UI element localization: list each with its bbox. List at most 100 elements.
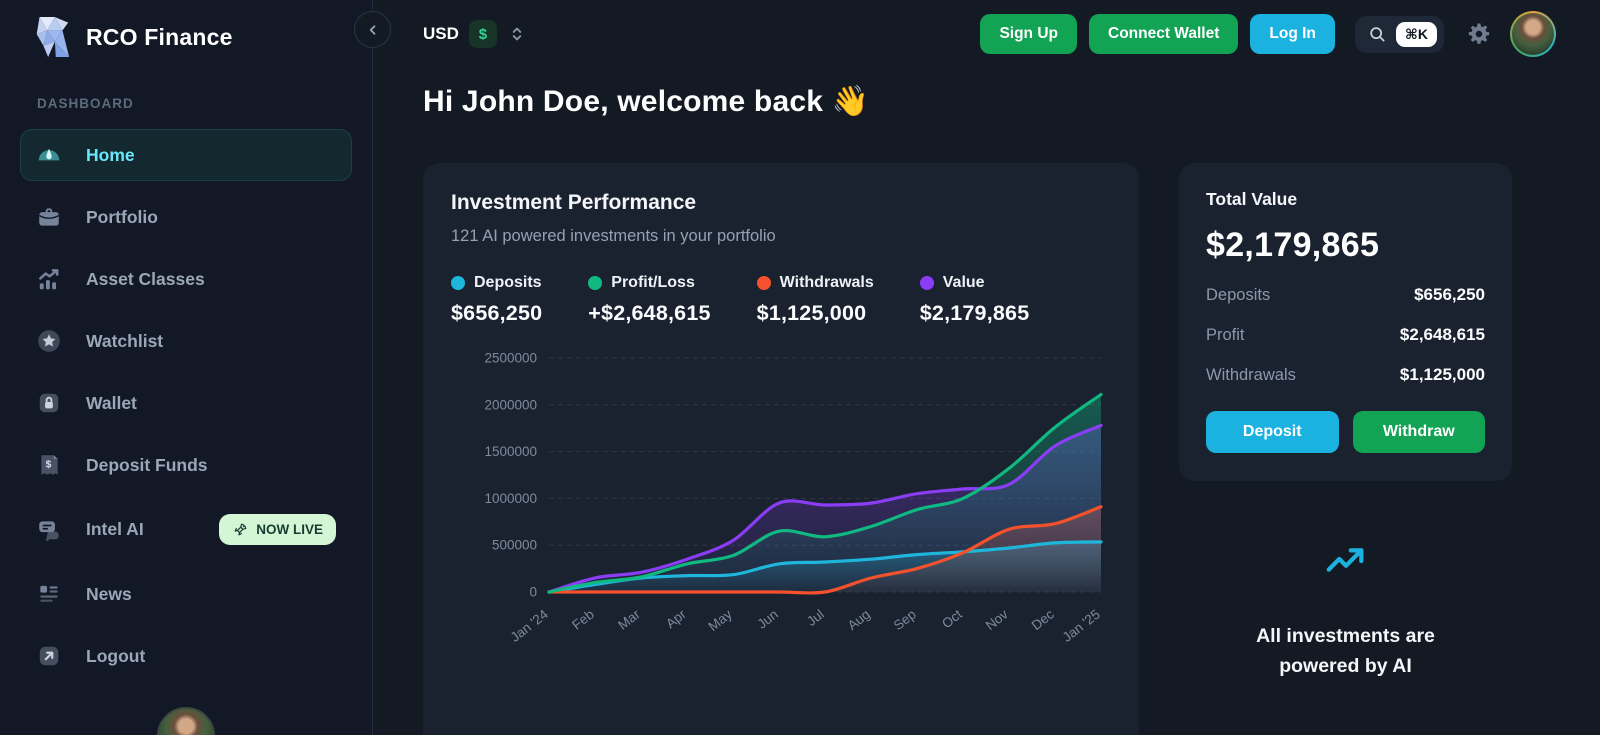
currency-selector[interactable]: USD $ bbox=[423, 20, 527, 48]
sidebar-item-label: Portfolio bbox=[86, 206, 158, 227]
legend-value: +$2,648,615 bbox=[588, 301, 711, 325]
legend-item-profit-loss: Profit/Loss +$2,648,615 bbox=[588, 274, 710, 326]
svg-text:2500000: 2500000 bbox=[484, 351, 537, 366]
svg-text:Jul: Jul bbox=[804, 607, 827, 629]
log-in-button[interactable]: Log In bbox=[1250, 14, 1335, 54]
logo[interactable]: RCO Finance bbox=[0, 0, 372, 60]
sidebar-item-logout[interactable]: Logout bbox=[20, 630, 352, 682]
sidebar-item-label: Intel AI bbox=[86, 519, 144, 539]
sidebar-item-news[interactable]: News bbox=[20, 568, 352, 620]
topbar: USD $ Sign Up Connect Wallet Log In ⌘K bbox=[373, 0, 1600, 58]
topbar-actions: Sign Up Connect Wallet Log In ⌘K bbox=[980, 11, 1556, 57]
summary-row-value: $2,648,615 bbox=[1399, 325, 1485, 344]
performance-chart[interactable]: 0 500000 1000000 1500000 2000000 2500000 Jan '… bbox=[451, 342, 1111, 664]
legend-value: $2,179,865 bbox=[919, 301, 1030, 325]
summary-row-label: Deposits bbox=[1206, 285, 1271, 304]
legend-dot-icon bbox=[588, 276, 603, 290]
currency-code: USD bbox=[423, 24, 459, 43]
svg-text:Mar: Mar bbox=[615, 606, 643, 632]
sidebar-item-label: Deposit Funds bbox=[86, 454, 208, 475]
sidebar-item-label: Home bbox=[86, 144, 135, 165]
news-icon bbox=[36, 581, 62, 607]
summary-row-label: Withdrawals bbox=[1206, 365, 1296, 384]
search-shortcut: ⌘K bbox=[1395, 21, 1437, 47]
sign-up-button[interactable]: Sign Up bbox=[980, 14, 1077, 54]
svg-text:Feb: Feb bbox=[569, 607, 597, 633]
sidebar-item-label: Wallet bbox=[86, 392, 137, 413]
svg-text:2000000: 2000000 bbox=[484, 397, 537, 412]
withdraw-button[interactable]: Withdraw bbox=[1352, 411, 1485, 453]
summary-row-profit: Profit $2,648,615 bbox=[1206, 325, 1485, 345]
rocket-icon bbox=[232, 521, 249, 538]
sidebar-nav: Home Portfolio Asset Classes Watchlist Walle… bbox=[0, 129, 372, 682]
ai-note: All investments are powered by AI bbox=[1179, 537, 1512, 681]
sidebar-item-wallet[interactable]: Wallet bbox=[20, 377, 352, 429]
briefcase-icon bbox=[36, 204, 62, 230]
total-value-amount: $2,179,865 bbox=[1206, 226, 1380, 264]
sidebar-item-portfolio[interactable]: Portfolio bbox=[20, 191, 352, 243]
chevron-left-icon bbox=[369, 24, 375, 35]
legend-label: Withdrawals bbox=[779, 274, 874, 291]
sidebar-item-asset-classes[interactable]: Asset Classes bbox=[20, 253, 352, 305]
svg-text:Sep: Sep bbox=[891, 607, 919, 634]
rco-logo-icon bbox=[36, 16, 70, 58]
svg-text:Dec: Dec bbox=[1029, 606, 1057, 633]
sidebar-collapse-button[interactable] bbox=[354, 11, 391, 48]
summary-row-label: Profit bbox=[1206, 325, 1245, 344]
asset-chart-icon bbox=[36, 266, 62, 292]
main-area: USD $ Sign Up Connect Wallet Log In ⌘K Hi … bbox=[373, 0, 1600, 735]
sidebar-item-home[interactable]: Home bbox=[20, 129, 352, 181]
trending-up-icon bbox=[1326, 548, 1363, 572]
svg-text:1000000: 1000000 bbox=[484, 491, 537, 506]
svg-text:Jan '24: Jan '24 bbox=[508, 606, 552, 645]
search-icon bbox=[1370, 27, 1385, 42]
now-live-label: NOW LIVE bbox=[256, 522, 323, 537]
legend-value: $1,125,000 bbox=[756, 301, 867, 325]
sidebar-user-avatar[interactable] bbox=[157, 707, 215, 735]
gear-icon[interactable] bbox=[1466, 21, 1492, 47]
total-value-title: Total Value bbox=[1206, 189, 1298, 209]
svg-text:Apr: Apr bbox=[663, 606, 689, 631]
user-avatar[interactable] bbox=[1510, 11, 1556, 57]
sidebar-item-label: News bbox=[86, 583, 132, 604]
content-row: Investment Performance 121 AI powered in… bbox=[423, 163, 1550, 735]
svg-text:0: 0 bbox=[529, 585, 537, 600]
chart-legend: Deposits $656,250 Profit/Loss +$2,648,615 Wi… bbox=[451, 274, 1111, 326]
legend-dot-icon bbox=[451, 276, 465, 290]
legend-item-withdrawals: Withdrawals $1,125,000 bbox=[756, 274, 874, 326]
legend-label: Profit/Loss bbox=[611, 274, 695, 291]
chart-area: 0 500000 1000000 1500000 2000000 2500000 Jan '… bbox=[451, 342, 1111, 669]
sidebar: RCO Finance DASHBOARD Home Portfolio Asset… bbox=[0, 0, 391, 735]
arrow-up-right-icon bbox=[36, 643, 62, 669]
svg-text:500000: 500000 bbox=[492, 538, 537, 553]
svg-text:Jan '25: Jan '25 bbox=[1060, 607, 1103, 645]
investment-performance-card: Investment Performance 121 AI powered in… bbox=[423, 163, 1139, 735]
summary-row-value: $1,125,000 bbox=[1399, 365, 1485, 384]
sidebar-item-label: Asset Classes bbox=[86, 268, 205, 289]
dollar-badge-icon: $ bbox=[468, 20, 497, 48]
legend-dot-icon bbox=[756, 276, 771, 290]
svg-text:Oct: Oct bbox=[939, 606, 965, 631]
legend-item-value: Value $2,179,865 bbox=[919, 274, 1030, 326]
chart-title: Investment Performance bbox=[451, 191, 697, 214]
receipt-dollar-icon: $ bbox=[36, 452, 62, 478]
sidebar-item-intel-ai[interactable]: Intel AI NOW LIVE bbox=[20, 501, 352, 558]
total-value-card: Total Value $2,179,865 Deposits $656,250 P… bbox=[1179, 163, 1512, 481]
connect-wallet-button[interactable]: Connect Wallet bbox=[1089, 14, 1239, 54]
legend-label: Value bbox=[942, 274, 985, 291]
deposit-button[interactable]: Deposit bbox=[1206, 411, 1339, 453]
app-title: RCO Finance bbox=[86, 23, 233, 50]
gauge-icon bbox=[36, 142, 62, 168]
svg-text:Aug: Aug bbox=[845, 607, 873, 634]
search-button[interactable]: ⌘K bbox=[1354, 15, 1444, 53]
sidebar-item-label: Logout bbox=[86, 645, 146, 666]
chart-subtitle: 121 AI powered investments in your portf… bbox=[451, 227, 776, 245]
sidebar-item-deposit-funds[interactable]: $ Deposit Funds bbox=[20, 439, 352, 491]
svg-text:Nov: Nov bbox=[983, 606, 1011, 633]
sidebar-item-watchlist[interactable]: Watchlist bbox=[20, 315, 352, 367]
now-live-badge: NOW LIVE bbox=[219, 514, 336, 545]
chat-icon bbox=[36, 517, 62, 543]
sidebar-item-label: Watchlist bbox=[86, 330, 164, 351]
summary-row-withdrawals: Withdrawals $1,125,000 bbox=[1206, 365, 1485, 385]
lock-icon bbox=[36, 390, 62, 416]
